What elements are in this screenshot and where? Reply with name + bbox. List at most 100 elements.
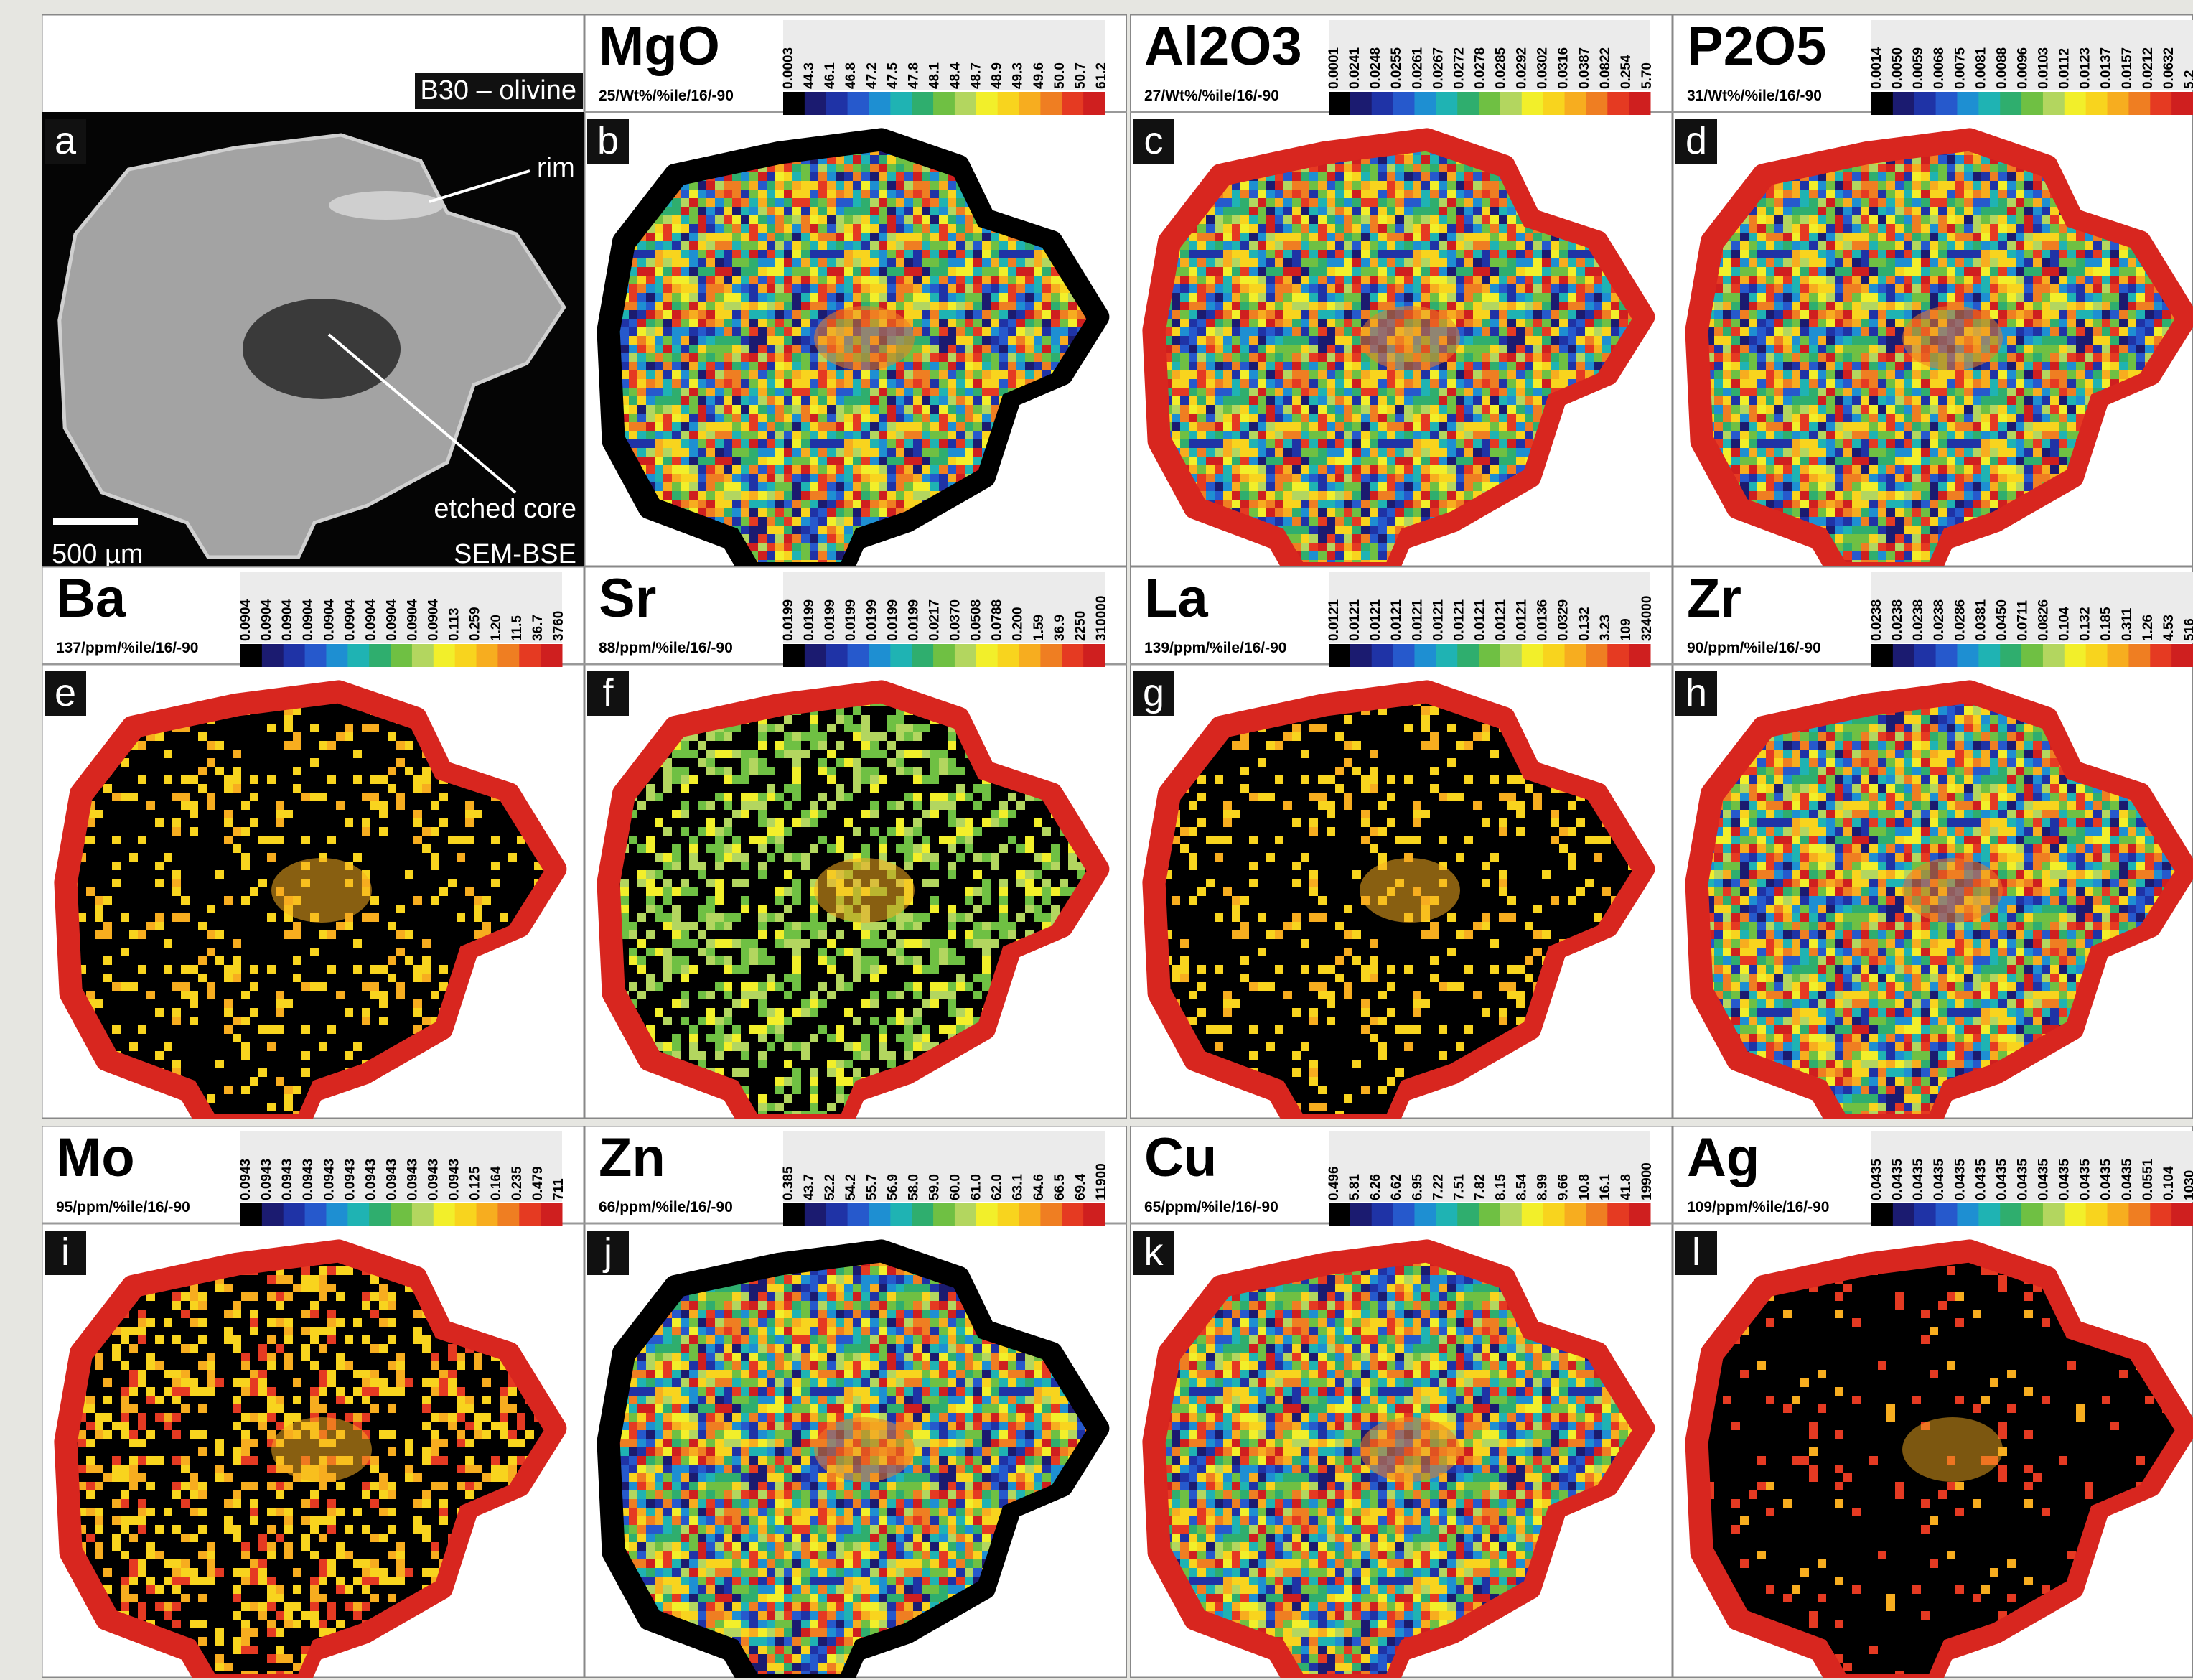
colorbar-cell — [1372, 644, 1393, 667]
map-core — [1902, 306, 2003, 370]
scale-label: 0.0316 — [1556, 47, 1571, 89]
scale-label: 0.0943 — [259, 1159, 274, 1200]
colorbar-cell — [369, 1203, 391, 1226]
colorbar-cell — [783, 1203, 805, 1226]
colorbar-cell — [1586, 92, 1607, 115]
subtitle: 139/ppm/%ile/16/-90 — [1144, 640, 1286, 656]
map-core — [1902, 858, 2003, 923]
scale-label: 0.0943 — [238, 1159, 253, 1200]
scale-label: 11.5 — [510, 615, 525, 641]
element-title: P2O5 — [1687, 16, 1826, 77]
scale-label: 0.259 — [468, 607, 483, 641]
scale-label: 1030 — [2182, 1170, 2193, 1200]
figure: B30 – olivinearimetched core500 µmSEM-BS… — [0, 0, 2193, 1680]
colorbar-cell — [869, 92, 890, 115]
colorbar-cell — [2065, 1203, 2086, 1226]
colorbar-cell — [1040, 92, 1062, 115]
panel: Cu65/ppm/%ile/16/-900.4965.816.266.626.9… — [1130, 1126, 1673, 1680]
map-core — [271, 858, 372, 923]
colorbar-cell — [1936, 644, 1958, 667]
scale-label: 19900 — [1640, 1162, 1655, 1200]
colorbar-cell — [1522, 1203, 1543, 1226]
colorbar-cell — [2171, 92, 2193, 115]
scale-label: 5.81 — [1347, 1174, 1362, 1200]
colorbar-cell — [240, 644, 262, 667]
element-title: Cu — [1144, 1127, 1217, 1188]
panel: La139/ppm/%ile/16/-900.01210.01210.01210… — [1130, 566, 1673, 1127]
scale-label: 0.0943 — [322, 1159, 337, 1200]
colorbar-cell — [1914, 644, 1936, 667]
panel: Al2O327/Wt%/%ile/16/-900.00010.02410.024… — [1130, 14, 1673, 575]
scale-label: 5.70 — [1640, 62, 1655, 89]
scale-label: 516 — [2182, 618, 2193, 641]
colorbar-cell — [2086, 92, 2108, 115]
scale-label: 0.0121 — [1494, 599, 1509, 641]
scale-label: 62.0 — [990, 1174, 1005, 1200]
scale-label: 47.5 — [885, 62, 900, 89]
colorbar-cell — [305, 644, 327, 667]
scale-label: 0.0788 — [990, 599, 1005, 641]
colorbar-cell — [998, 1203, 1019, 1226]
scale-label: 0.0199 — [823, 599, 838, 641]
scale-label: 54.2 — [843, 1174, 859, 1200]
scale-label: 36.9 — [1052, 615, 1067, 641]
colorbar-cell — [477, 644, 498, 667]
colorbar-cell — [1457, 92, 1479, 115]
scale-label: 0.104 — [2161, 1166, 2176, 1200]
colorbar-cell — [912, 644, 933, 667]
colorbar-cell — [1543, 92, 1565, 115]
colorbar-cell — [1936, 92, 1958, 115]
colorbar-cell — [1586, 644, 1607, 667]
panel: Ba137/ppm/%ile/16/-900.09040.09040.09040… — [42, 566, 584, 1127]
colorbar-cell — [1914, 1203, 1936, 1226]
colorbar-cell — [1500, 644, 1522, 667]
scale-label: 0.0943 — [384, 1159, 399, 1200]
scale-label: 0.0904 — [426, 599, 441, 641]
panel-letter: l — [1692, 1231, 1701, 1274]
colorbar-cell — [2021, 1203, 2043, 1226]
colorbar-cell — [2086, 1203, 2108, 1226]
scale-label: 0.0435 — [1994, 1158, 2009, 1200]
colorbar-cell — [2021, 644, 2043, 667]
scale-label: 0.0137 — [2099, 47, 2114, 89]
scale-label: 0.0904 — [406, 599, 421, 641]
colorbar-cell — [326, 1203, 347, 1226]
scale-label: 0.0088 — [1994, 47, 2009, 89]
scale-label: 0.0904 — [259, 599, 274, 641]
scale-label: 58.0 — [906, 1174, 921, 1200]
subtitle: 88/ppm/%ile/16/-90 — [599, 640, 733, 656]
scale-label: 0.0075 — [1953, 47, 1968, 89]
scale-label: 0.479 — [530, 1166, 546, 1200]
colorbar-cell — [805, 644, 826, 667]
scale-label: 0.0014 — [1869, 47, 1884, 89]
colorbar-cell — [347, 644, 369, 667]
panel-letter: j — [602, 1231, 612, 1274]
colorbar-cell — [1457, 644, 1479, 667]
scale-label: 0.0435 — [2057, 1158, 2072, 1200]
colorbar-cell — [1372, 1203, 1393, 1226]
scale-label: 0.0435 — [1973, 1158, 1988, 1200]
colorbar-cell — [262, 1203, 284, 1226]
colorbar-cell — [1350, 644, 1372, 667]
scale-label: 0.0199 — [864, 599, 879, 641]
scale-label: 0.0267 — [1431, 47, 1446, 89]
colorbar-cell — [1586, 1203, 1607, 1226]
colorbar-cell — [2000, 1203, 2021, 1226]
colorbar-cell — [955, 1203, 976, 1226]
scale-label: 0.132 — [2078, 607, 2093, 641]
colorbar-cell — [848, 1203, 869, 1226]
colorbar-cell — [1414, 1203, 1436, 1226]
colorbar-cell — [1329, 1203, 1350, 1226]
scale-label: 0.0435 — [1953, 1158, 1968, 1200]
scale-label: 47.8 — [906, 62, 921, 89]
colorbar-cell — [1414, 644, 1436, 667]
colorbar-cell — [2108, 1203, 2129, 1226]
colorbar-cell — [1522, 644, 1543, 667]
panel-letter: g — [1143, 671, 1164, 714]
scale-label: 0.0121 — [1472, 599, 1487, 641]
scale-label: 0.0904 — [384, 599, 399, 641]
scale-label: 0.0199 — [781, 599, 796, 641]
colorbar-cell — [2128, 644, 2150, 667]
